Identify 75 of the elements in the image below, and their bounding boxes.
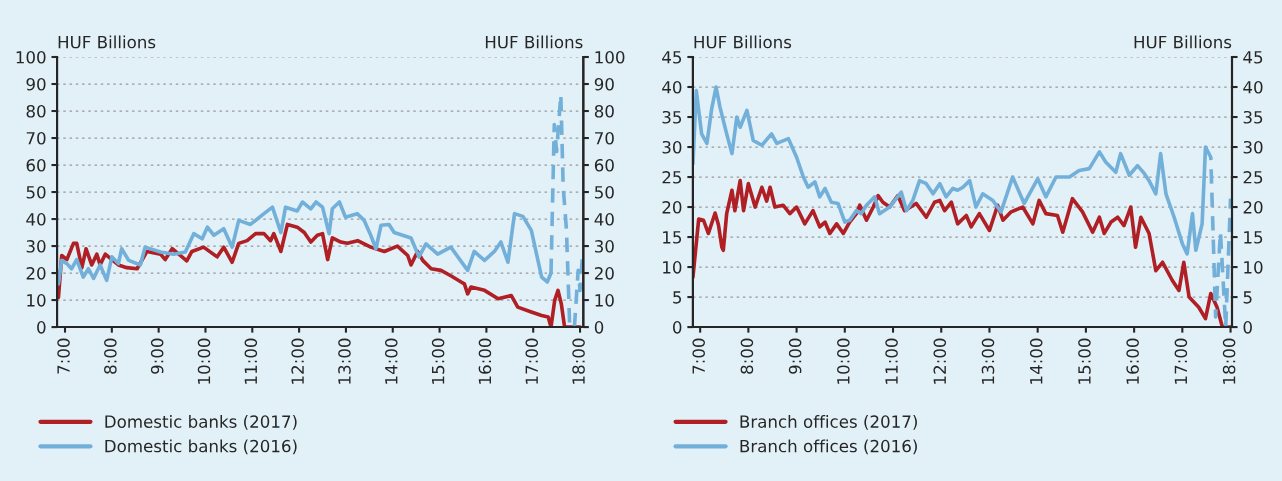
x-tick-label: 13:00: [981, 338, 995, 384]
y2-tick-label: 80: [594, 104, 614, 118]
x-tick-label: 12:00: [291, 338, 304, 384]
y-tick-label: 60: [26, 158, 46, 172]
y2-tick-label: 10: [1244, 261, 1263, 274]
x-tick-label: 7:00: [57, 338, 70, 374]
y-tick-label: 35: [662, 110, 682, 124]
y-tick-label: 80: [26, 104, 46, 118]
y-tick-label: 20: [26, 267, 46, 280]
y2-tick-label: 60: [594, 158, 614, 172]
y-tick-label: 40: [26, 213, 46, 226]
y2-tick-label: 70: [595, 131, 614, 145]
y-axis-title: HUF Billions: [58, 35, 156, 49]
y-tick-label: 20: [662, 201, 682, 214]
legend-label: Branch offices (2016): [740, 439, 917, 455]
x-tick-label: 11:00: [244, 338, 258, 384]
y2-tick-label: 15: [1244, 231, 1263, 244]
y-tick-label: 10: [663, 261, 682, 274]
y-tick-label: 30: [26, 240, 46, 253]
y-tick-label: 0: [673, 321, 682, 334]
y2-tick-label: 100: [595, 50, 625, 64]
y2-tick-label: 45: [1243, 51, 1263, 64]
x-tick-label: 16:00: [1126, 338, 1139, 384]
x-tick-label: 15:00: [1078, 338, 1091, 384]
y2-tick-label: 40: [1243, 80, 1263, 94]
y2-tick-label: 0: [1243, 321, 1252, 334]
x-tick-label: 14:00: [384, 338, 398, 384]
y2-tick-label: 5: [1243, 291, 1252, 304]
x-tick-label: 18:00: [572, 338, 585, 384]
y-tick-label: 10: [27, 294, 46, 307]
y-tick-label: 15: [663, 231, 682, 244]
legend-label: Domestic banks (2016): [105, 439, 297, 455]
y2-tick-label: 50: [595, 186, 614, 199]
x-tick-label: 17:00: [1174, 338, 1188, 384]
y-tick-label: 30: [662, 140, 682, 154]
y2-axis-title: HUF Billions: [485, 35, 583, 49]
y2-tick-label: 0: [594, 321, 604, 334]
x-tick-label: 18:00: [1222, 338, 1236, 384]
x-tick-label: 17:00: [525, 338, 539, 384]
legend-label: Branch offices (2017): [740, 415, 917, 430]
y2-tick-label: 40: [594, 213, 614, 226]
y2-tick-label: 25: [1243, 171, 1263, 184]
x-tick-label: 12:00: [933, 338, 947, 384]
y-tick-label: 40: [662, 80, 682, 94]
x-tick-label: 14:00: [1029, 338, 1043, 384]
y2-tick-label: 10: [595, 294, 614, 307]
x-tick-label: 13:00: [338, 338, 351, 384]
y2-tick-label: 30: [595, 240, 614, 253]
y-axis-title: HUF Billions: [694, 35, 792, 49]
y2-tick-label: 20: [1243, 201, 1263, 214]
x-tick-label: 8:00: [740, 338, 754, 374]
x-tick-label: 11:00: [885, 338, 898, 384]
x-tick-label: 7:00: [692, 338, 705, 374]
y-tick-label: 25: [662, 171, 682, 184]
y2-tick-label: 35: [1243, 110, 1263, 124]
y-tick-label: 5: [673, 291, 682, 304]
x-tick-label: 8:00: [104, 338, 117, 374]
line-series: [692, 178, 1232, 328]
x-tick-label: 10:00: [837, 338, 850, 384]
y2-tick-label: 20: [594, 267, 614, 280]
y-tick-label: 100: [16, 50, 46, 64]
y2-tick-label: 90: [594, 77, 614, 91]
legend-label: Domestic banks (2017): [105, 415, 297, 430]
y2-tick-label: 30: [1243, 140, 1263, 154]
x-tick-label: 9:00: [150, 338, 164, 374]
x-tick-label: 10:00: [197, 338, 211, 384]
x-tick-label: 15:00: [431, 338, 445, 384]
y-tick-label: 70: [26, 131, 46, 145]
y-tick-label: 0: [37, 321, 46, 334]
y-tick-label: 50: [26, 186, 46, 199]
y-tick-label: 90: [26, 77, 46, 91]
y2-axis-title: HUF Billions: [1134, 35, 1232, 49]
x-tick-label: 9:00: [788, 338, 802, 374]
y-tick-label: 45: [662, 51, 682, 64]
x-tick-label: 16:00: [478, 338, 492, 384]
